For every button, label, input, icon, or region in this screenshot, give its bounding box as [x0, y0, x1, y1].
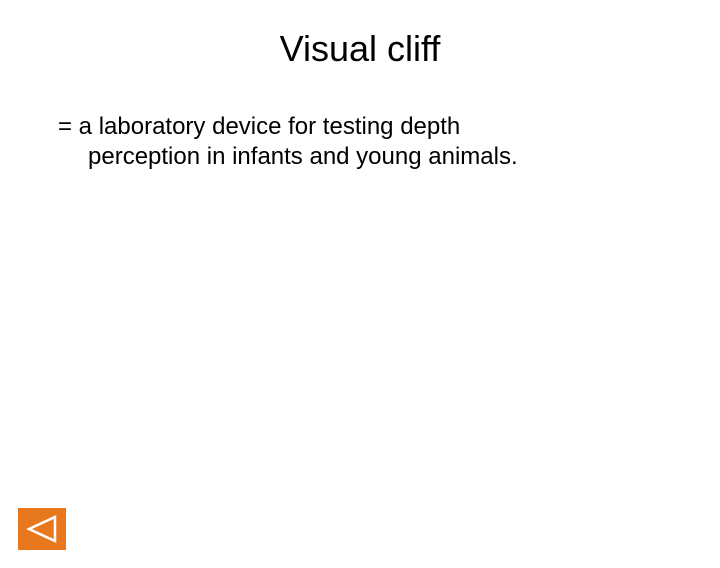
slide-title: Visual cliff [0, 28, 720, 70]
back-button[interactable] [18, 508, 66, 550]
definition-line-2: perception in infants and young animals. [58, 142, 660, 172]
definition-text: = a laboratory device for testing depth … [58, 112, 660, 172]
definition-line-1: = a laboratory device for testing depth [58, 113, 460, 140]
